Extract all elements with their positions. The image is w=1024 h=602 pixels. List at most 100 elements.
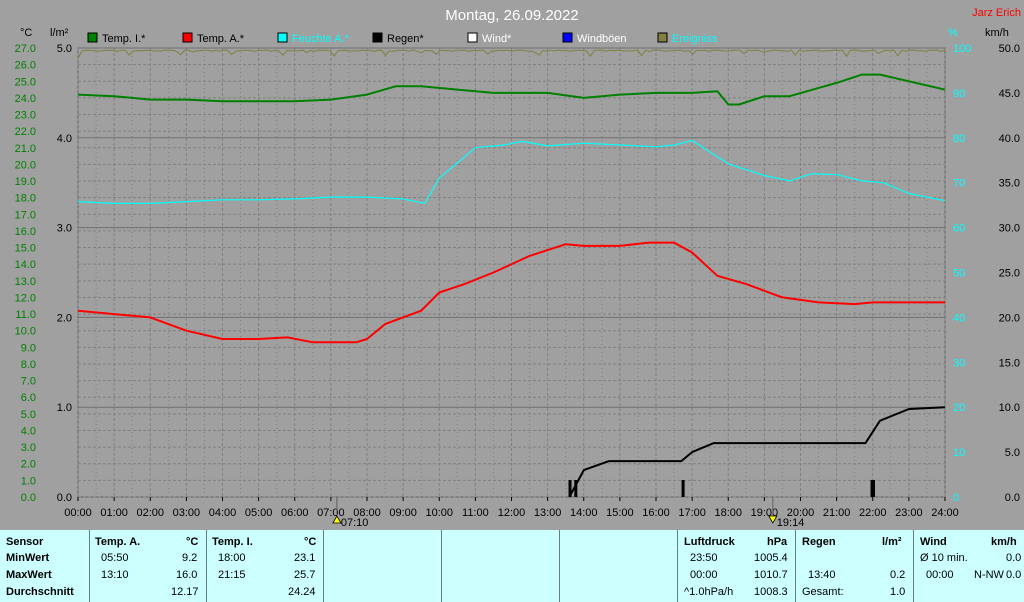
rain-total: 1.0 [890, 586, 906, 598]
x-tick-label: 18:00 [714, 507, 742, 519]
rain-tick-label: 5.0 [57, 43, 72, 55]
rain-head: Regen [802, 536, 836, 548]
x-tick-label: 21:00 [823, 507, 851, 519]
temp-tick-label: 21.0 [15, 143, 36, 155]
chart-svg: 0.0 1.0 2.0 3.0 4.0 5.0 6.0 7.0 8.0 9.0 10.0 11.0 12… [15, 7, 1021, 529]
rain-tick-label: 1.0 [57, 402, 72, 414]
x-tick-label: 15:00 [606, 507, 634, 519]
legend-swatch [372, 32, 383, 43]
temp-i-max: 25.7 [294, 569, 316, 581]
divider [323, 530, 324, 602]
divider [441, 530, 442, 602]
unit-temp-label: °C [20, 27, 32, 39]
temp-tick-label: 13.0 [15, 276, 36, 288]
legend-swatch [657, 32, 668, 43]
x-tick-label: 01:00 [100, 507, 128, 519]
wind-avg: 0.0 [1006, 552, 1022, 564]
unit-humidity-label: % [948, 27, 958, 39]
humidity-tick-label: 10 [953, 447, 965, 459]
x-tick-label: 08:00 [353, 507, 381, 519]
x-tick-label: 04:00 [209, 507, 237, 519]
unit-rain-label: l/m² [50, 27, 69, 39]
humidity-tick-label: 90 [953, 88, 965, 100]
unit-wind-label: km/h [985, 27, 1009, 39]
pressure-max-time: 00:00 [690, 569, 718, 581]
legend-swatch [277, 32, 288, 43]
temp-tick-label: 1.0 [21, 475, 36, 487]
temp-tick-label: 11.0 [15, 309, 36, 321]
humidity-tick-label: 50 [953, 268, 965, 280]
temp-tick-label: 9.0 [21, 342, 36, 354]
author-label: Jarz Erich [972, 7, 1021, 19]
wind-head: Wind [920, 536, 947, 548]
humidity-tick-label: 100 [953, 43, 971, 55]
temp-tick-label: 2.0 [21, 459, 36, 471]
rain-max-time: 13:40 [808, 569, 836, 581]
temp-tick-label: 18.0 [15, 193, 36, 205]
stats-sensor-label: Sensor [6, 536, 44, 548]
temp-i-max-time: 21:15 [218, 569, 246, 581]
x-tick-label: 13:00 [534, 507, 562, 519]
legend-swatch [182, 32, 193, 43]
legend-label: Temp. I.* [102, 33, 146, 45]
temp-a-unit: °C [186, 536, 199, 548]
temp-tick-label: 19.0 [15, 176, 36, 188]
rain-tick-label: 3.0 [57, 223, 72, 235]
temp-a-min-time: 05:50 [101, 552, 129, 564]
temp-tick-label: 12.0 [15, 292, 36, 304]
wind-tick-label: 5.0 [1005, 447, 1020, 459]
x-tick-label: 23:00 [895, 507, 923, 519]
sunset-label: 19:14 [777, 517, 805, 529]
x-tick-label: 03:00 [173, 507, 201, 519]
regen-line [568, 406, 946, 498]
temp-a-line [77, 241, 945, 344]
x-tick-label: 20:00 [787, 507, 815, 519]
humidity-tick-label: 80 [953, 133, 965, 145]
rain-tick-label: 0.0 [57, 492, 72, 504]
legend-label: Regen* [387, 33, 424, 45]
legend-label: Ereigniss [672, 33, 718, 45]
sunset-icon [768, 515, 778, 524]
temp-a-min: 9.2 [182, 552, 198, 564]
wind-tick-label: 45.0 [999, 88, 1020, 100]
temp-tick-label: 0.0 [21, 492, 36, 504]
humidity-tick-label: 70 [953, 178, 965, 190]
rain-unit: l/m² [882, 536, 902, 548]
temp-tick-label: 22.0 [15, 126, 36, 138]
pressure-unit: hPa [767, 536, 788, 548]
temp-tick-label: 4.0 [21, 425, 36, 437]
pressure-max: 1010.7 [754, 569, 788, 581]
temp-i-head: Temp. I. [212, 536, 253, 548]
plot-area [77, 47, 946, 498]
temp-tick-label: 24.0 [15, 93, 36, 105]
legend-label: Feuchte A.* [292, 33, 350, 45]
x-tick-label: 00:00 [64, 507, 92, 519]
temp-i-unit: °C [304, 536, 317, 548]
temp-tick-label: 17.0 [15, 209, 36, 221]
divider [795, 530, 796, 602]
wind-unit: km/h [991, 536, 1017, 548]
temp-tick-label: 10.0 [15, 326, 36, 338]
temp-i-min: 23.1 [294, 552, 316, 564]
stats-table: Sensor MinWert MaxWert Durchschnitt Temp… [0, 530, 1024, 602]
wind-tick-label: 10.0 [999, 402, 1020, 414]
humidity-tick-label: 20 [953, 402, 965, 414]
wind-tick-label: 30.0 [999, 223, 1020, 235]
event-line [77, 49, 946, 59]
pressure-min: 1005.4 [754, 552, 788, 564]
feuchte-a-line [77, 139, 946, 204]
wind-max-dir: N-NW [974, 569, 1004, 581]
rain-tick-label: 4.0 [57, 133, 72, 145]
temp-tick-label: 7.0 [21, 376, 36, 388]
pressure-head: Luftdruck [684, 536, 735, 548]
wind-tick-label: 15.0 [999, 357, 1020, 369]
x-tick-label: 12:00 [498, 507, 526, 519]
wind-tick-label: 20.0 [999, 312, 1020, 324]
wind-tick-label: 35.0 [999, 178, 1020, 190]
humidity-tick-label: 0 [953, 492, 959, 504]
x-tick-label: 22:00 [859, 507, 887, 519]
legend-swatch [87, 32, 98, 43]
pressure-trend-label: ^1.0hPa/h [684, 586, 734, 598]
pressure-min-time: 23:50 [690, 552, 718, 564]
temp-tick-label: 3.0 [21, 442, 36, 454]
